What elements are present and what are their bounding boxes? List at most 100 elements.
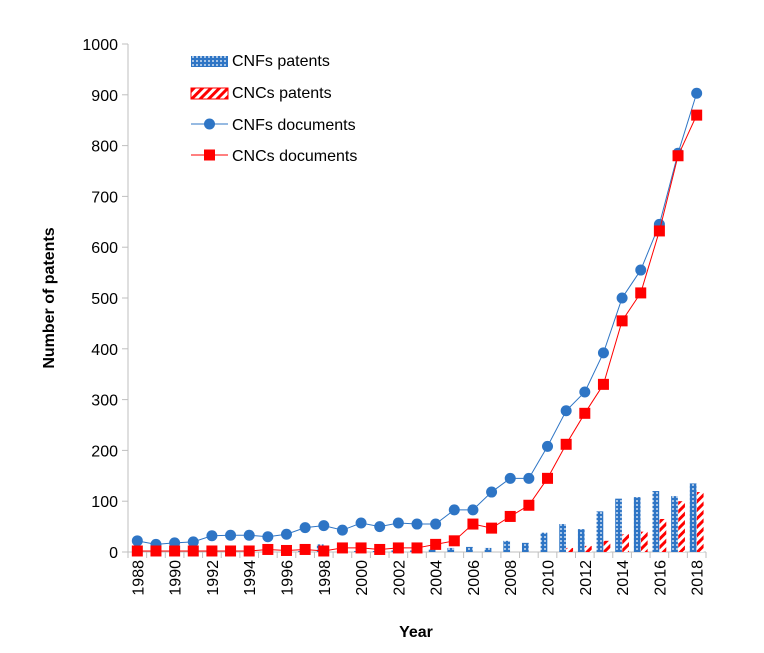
- point-cnfs-documents: [448, 504, 460, 516]
- point-cncs-documents: [672, 150, 684, 162]
- y-tick-label: 500: [91, 291, 118, 308]
- point-cncs-documents: [691, 109, 703, 121]
- y-tick-label: 300: [91, 393, 118, 410]
- x-tick-label: 2002: [391, 560, 408, 596]
- point-cnfs-documents: [430, 518, 442, 530]
- point-cncs-documents: [542, 472, 554, 484]
- y-tick-label: 600: [91, 240, 118, 257]
- point-cncs-documents: [579, 407, 591, 419]
- point-cnfs-documents: [392, 517, 404, 529]
- bars: [298, 483, 704, 552]
- point-cnfs-documents: [542, 440, 554, 452]
- y-tick-label: 100: [91, 494, 118, 511]
- point-cnfs-documents: [691, 87, 703, 99]
- bar-cnfs-patents: [671, 496, 678, 552]
- point-cncs-documents: [262, 543, 274, 555]
- x-tick-label: 2004: [429, 560, 446, 596]
- x-tick-label: 1996: [279, 560, 296, 596]
- lines: [131, 87, 703, 557]
- point-cncs-documents: [448, 535, 460, 547]
- point-cnfs-documents: [206, 530, 218, 542]
- bar-cnfs-patents: [596, 511, 604, 552]
- x-tick-label: 2006: [466, 560, 483, 596]
- point-cnfs-documents: [467, 504, 479, 516]
- point-cncs-documents: [653, 225, 665, 237]
- point-cncs-documents: [318, 545, 330, 557]
- bar-cncs-patents: [584, 545, 592, 552]
- bar-cnfs-patents: [466, 546, 473, 552]
- legend-swatch-cnfs-patents: [191, 56, 228, 67]
- bar-cnfs-patents: [615, 498, 622, 552]
- x-tick-label: 2010: [541, 560, 558, 596]
- x-tick-label: 2012: [578, 560, 595, 596]
- y-tick-label: 400: [91, 342, 118, 359]
- legend-label-cnfs-patents: CNFs patents: [232, 53, 330, 70]
- point-cncs-documents: [299, 543, 311, 555]
- y-tick-label: 200: [91, 443, 118, 460]
- bar-cnfs-patents: [428, 549, 436, 552]
- point-cnfs-documents: [579, 386, 591, 398]
- point-cnfs-documents: [280, 528, 292, 540]
- bar-cncs-patents: [659, 518, 667, 552]
- y-tick-label: 0: [109, 545, 118, 562]
- point-cncs-documents: [187, 545, 199, 557]
- point-cncs-documents: [616, 315, 628, 327]
- bar-cncs-patents: [640, 531, 648, 552]
- x-tick-label: 2008: [503, 560, 520, 596]
- bar-cnfs-patents: [503, 540, 511, 552]
- bar-cnfs-patents: [540, 532, 548, 552]
- point-cnfs-documents: [336, 524, 348, 536]
- point-cnfs-documents: [486, 486, 498, 498]
- y-tick-label: 900: [91, 88, 118, 105]
- point-cncs-documents: [280, 544, 292, 556]
- bar-cncs-patents: [566, 547, 574, 552]
- legend: CNFs patents CNCs patents CNFs documents…: [190, 53, 357, 165]
- y-tick-label: 1000: [82, 37, 118, 54]
- point-cnfs-documents: [318, 520, 330, 532]
- point-cnfs-documents: [560, 405, 572, 417]
- point-cncs-documents: [355, 542, 367, 554]
- point-cnfs-documents: [411, 518, 423, 530]
- point-cncs-documents: [206, 545, 218, 557]
- point-cncs-documents: [243, 545, 255, 557]
- y-axis-title: Number of patents: [41, 227, 58, 368]
- point-cncs-documents: [504, 510, 516, 522]
- x-axis-title: Year: [399, 624, 433, 641]
- bar-cncs-patents: [622, 534, 629, 552]
- point-cnfs-documents: [374, 521, 386, 533]
- point-cnfs-documents: [355, 517, 367, 529]
- bar-cnfs-patents: [559, 524, 566, 552]
- bar-cnfs-patents: [484, 547, 492, 552]
- point-cnfs-documents: [635, 264, 647, 276]
- x-tick-label: 1992: [205, 560, 222, 596]
- point-cncs-documents: [169, 545, 181, 557]
- x-tick-label: 1990: [168, 560, 185, 596]
- bar-cnfs-patents: [447, 547, 455, 552]
- point-cnfs-documents: [243, 529, 255, 541]
- point-cnfs-documents: [225, 529, 237, 541]
- bar-cnfs-patents: [633, 497, 641, 552]
- bar-cncs-patents: [603, 540, 611, 552]
- point-cnfs-documents: [131, 535, 143, 547]
- x-tick-label: 2016: [652, 560, 669, 596]
- point-cncs-documents: [467, 518, 479, 530]
- point-cnfs-documents: [616, 292, 628, 304]
- point-cncs-documents: [225, 545, 237, 557]
- legend-label-cncs-patents: CNCs patents: [232, 85, 332, 102]
- point-cncs-documents: [560, 438, 572, 450]
- bar-cnfs-patents: [577, 529, 585, 552]
- bar-cncs-patents: [678, 501, 685, 552]
- legend-marker-cncs-documents: [204, 149, 215, 161]
- legend-label-cncs-documents: CNCs documents: [232, 148, 357, 165]
- line-cncs-documents: [137, 114, 698, 552]
- point-cncs-documents: [150, 545, 162, 557]
- tick-labels: 0 100 200 300 400 500 600 700 800 900 1000 1988 1990…: [82, 37, 706, 596]
- bar-cnfs-patents: [652, 491, 660, 552]
- point-cncs-documents: [131, 545, 143, 557]
- legend-label-cnfs-documents: CNFs documents: [232, 117, 356, 134]
- point-cnfs-documents: [262, 531, 274, 543]
- y-tick-label: 700: [91, 189, 118, 206]
- point-cnfs-documents: [187, 536, 199, 548]
- x-tick-label: 1994: [242, 560, 259, 596]
